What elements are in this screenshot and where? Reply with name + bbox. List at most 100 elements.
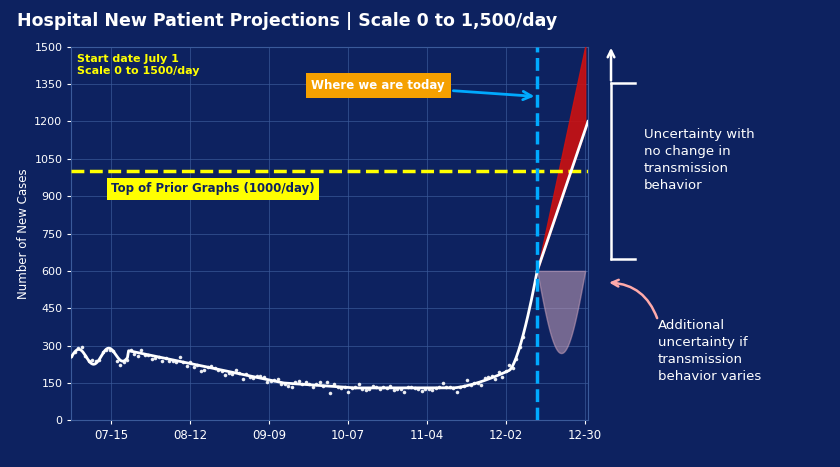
Point xyxy=(121,356,134,364)
Point xyxy=(317,382,330,389)
Point xyxy=(454,383,467,391)
Point xyxy=(163,357,176,364)
Point xyxy=(513,344,527,351)
Point xyxy=(218,371,232,378)
Point xyxy=(202,363,215,370)
Text: Top of Prior Graphs (1000/day): Top of Prior Graphs (1000/day) xyxy=(111,183,314,196)
Point xyxy=(86,356,99,364)
Point xyxy=(124,347,138,354)
Point xyxy=(334,384,348,391)
Point xyxy=(281,382,295,390)
Point xyxy=(464,382,477,389)
Point xyxy=(331,383,344,390)
Point xyxy=(110,357,123,365)
Point xyxy=(215,367,228,375)
Point xyxy=(184,358,197,365)
Point xyxy=(380,384,393,391)
Point xyxy=(460,376,474,383)
Point xyxy=(205,362,218,370)
Point xyxy=(376,383,390,390)
Text: Where we are today: Where we are today xyxy=(312,79,532,99)
Point xyxy=(92,357,106,364)
Point xyxy=(236,375,249,382)
Point xyxy=(197,366,211,374)
Point xyxy=(257,373,270,380)
Point xyxy=(310,381,323,388)
Point xyxy=(181,362,194,369)
Point xyxy=(467,379,480,387)
Point xyxy=(481,374,495,381)
Point xyxy=(260,378,274,385)
Point xyxy=(170,359,183,366)
Point xyxy=(436,380,449,387)
Point xyxy=(443,383,456,391)
Point xyxy=(89,358,102,365)
Point xyxy=(355,385,369,393)
Point xyxy=(352,381,365,388)
Point xyxy=(407,384,421,392)
Point xyxy=(149,354,162,361)
Text: Additional
uncertainty if
transmission
behavior varies: Additional uncertainty if transmission b… xyxy=(658,319,761,383)
Point xyxy=(344,385,358,392)
Point xyxy=(142,351,155,358)
Point xyxy=(292,377,306,384)
Point xyxy=(404,383,417,391)
Point xyxy=(496,373,509,381)
Point xyxy=(471,379,485,387)
Point xyxy=(499,367,512,375)
Point xyxy=(208,365,222,372)
Text: Hospital New Patient Projections | Scale 0 to 1,500/day: Hospital New Patient Projections | Scale… xyxy=(17,12,557,30)
Point xyxy=(239,371,253,378)
Point xyxy=(155,357,169,364)
Point xyxy=(71,344,85,352)
Point xyxy=(457,382,470,390)
Point xyxy=(107,347,120,354)
Point xyxy=(492,368,506,375)
Point xyxy=(394,385,407,393)
Point xyxy=(76,343,89,351)
Point xyxy=(439,384,453,391)
Point xyxy=(82,358,96,365)
Point xyxy=(286,383,299,390)
Point xyxy=(160,354,173,361)
Point xyxy=(328,381,341,388)
Point xyxy=(362,385,375,393)
Point xyxy=(134,346,148,354)
Point xyxy=(373,385,386,393)
Point xyxy=(412,385,425,392)
Point xyxy=(391,385,404,392)
Point xyxy=(229,367,243,374)
Point xyxy=(131,353,144,360)
Point xyxy=(349,383,362,391)
Point xyxy=(299,378,312,386)
Point xyxy=(289,378,302,386)
Point xyxy=(244,373,257,381)
Point xyxy=(296,381,309,388)
Point xyxy=(418,385,432,393)
Point xyxy=(250,372,264,380)
Point xyxy=(128,350,141,358)
Text: Start date July 1
Scale 0 to 1500/day: Start date July 1 Scale 0 to 1500/day xyxy=(77,54,200,76)
Point xyxy=(478,374,491,382)
Point xyxy=(359,386,372,394)
Point xyxy=(118,359,131,366)
Point xyxy=(338,383,351,391)
Point xyxy=(268,376,281,384)
Point xyxy=(103,346,117,353)
Point xyxy=(475,381,488,388)
Point xyxy=(173,353,186,361)
Point xyxy=(320,378,333,386)
Point xyxy=(233,369,246,377)
Point xyxy=(517,333,530,340)
Point xyxy=(341,389,354,396)
Point xyxy=(100,347,113,354)
Point xyxy=(152,353,165,361)
Point xyxy=(433,383,446,391)
Point xyxy=(422,385,435,392)
Point xyxy=(65,352,78,359)
Y-axis label: Number of New Cases: Number of New Cases xyxy=(17,168,30,299)
Point xyxy=(212,366,225,374)
Point xyxy=(226,370,239,377)
Point xyxy=(68,348,81,356)
Point xyxy=(187,364,201,371)
